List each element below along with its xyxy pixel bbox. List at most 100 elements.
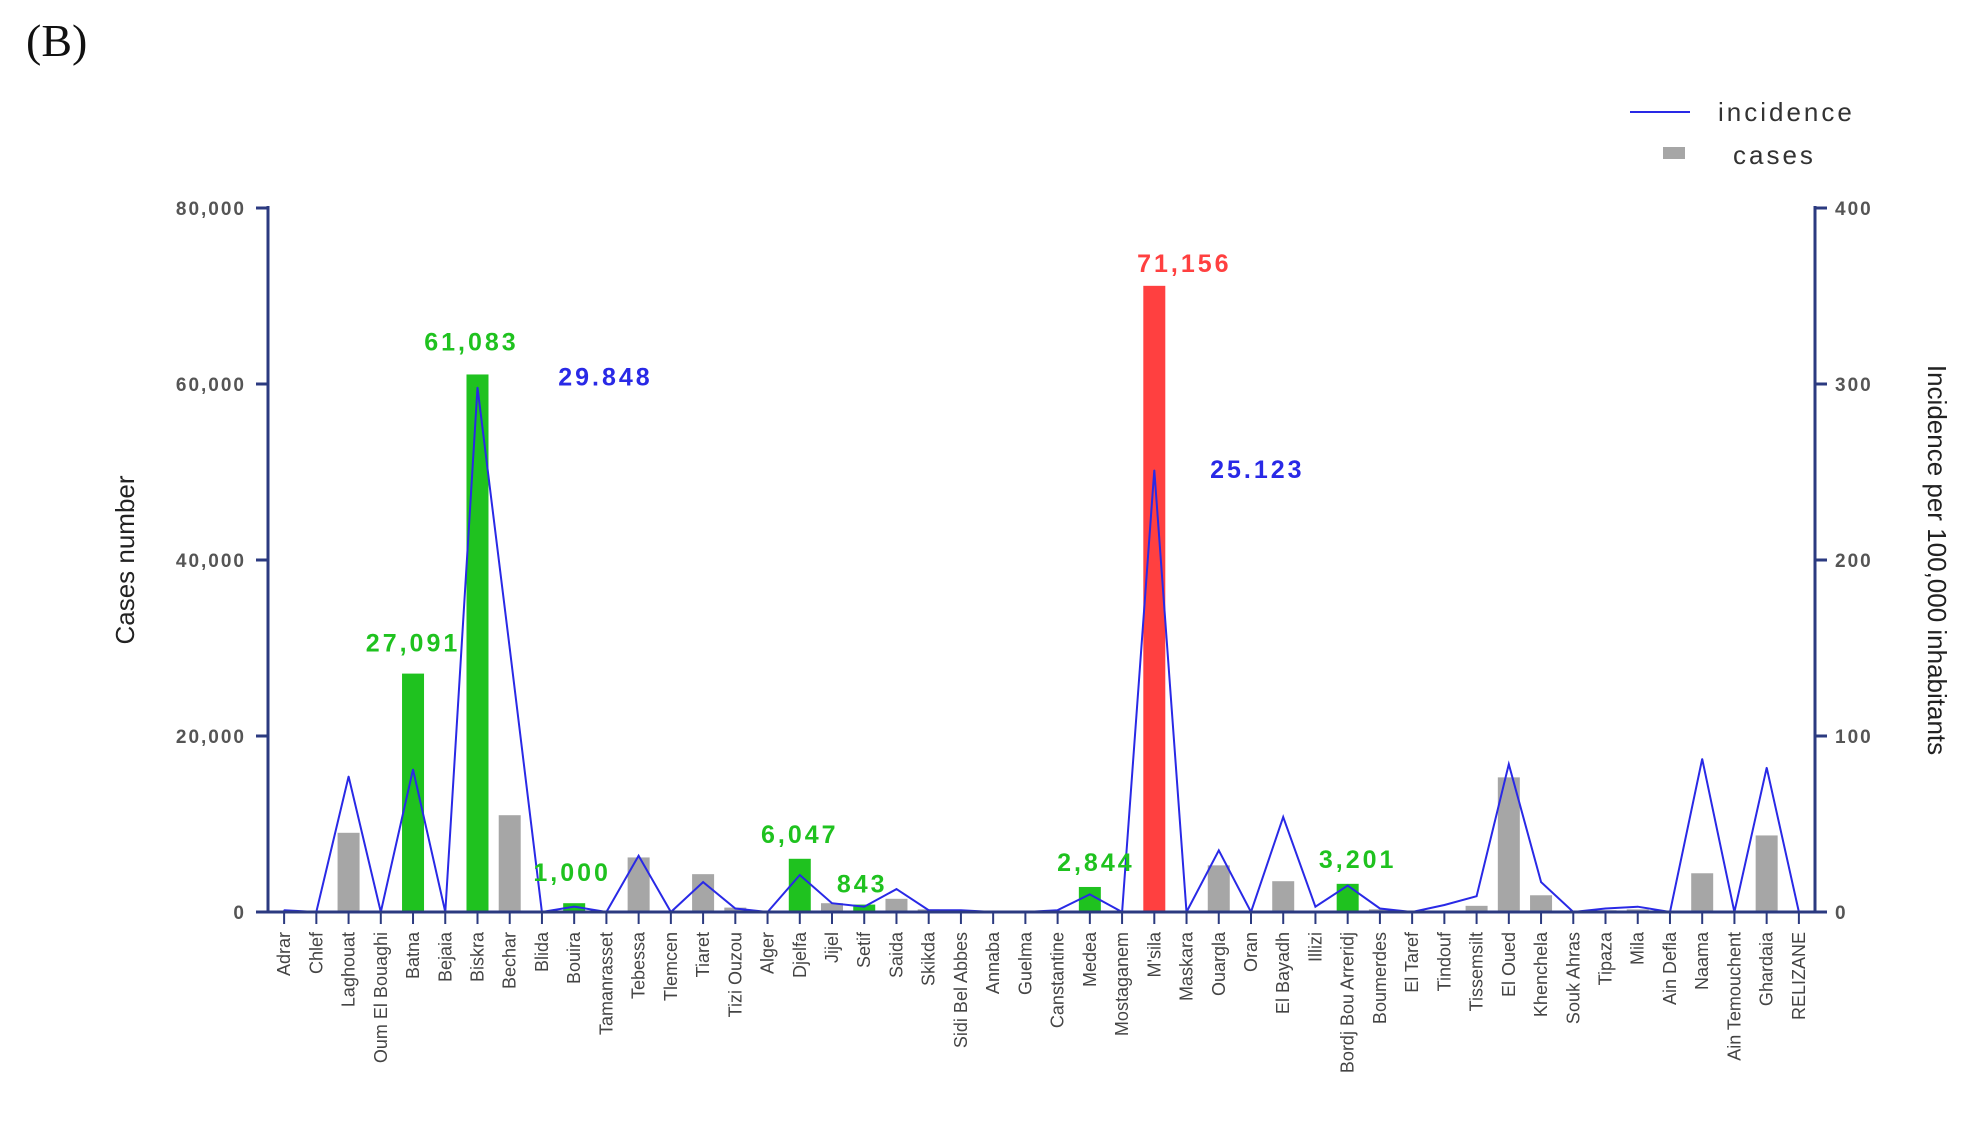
x-tick-label: Oran (1241, 932, 1261, 972)
data-label: 843 (837, 871, 888, 899)
x-tick-label: M'sila (1144, 931, 1164, 977)
bars-layer (337, 285, 1778, 912)
x-tick-label: El Oued (1499, 932, 1519, 997)
x-tick-label: Medea (1080, 931, 1100, 987)
bar-jijel (821, 903, 844, 912)
bar-ouargla (1207, 865, 1230, 912)
incidence-point (1282, 816, 1285, 818)
bar-bechar (498, 815, 521, 912)
x-tick-label: Tebessa (629, 931, 649, 999)
legend-label-cases: cases (1733, 140, 1816, 170)
bar-el-oued (1497, 777, 1520, 912)
x-tick-label: Tindouf (1434, 931, 1454, 991)
x-tick-label: Setif (854, 931, 874, 968)
x-tick-label: Bordj Bou Arreridj (1338, 932, 1358, 1073)
x-tick-label: Canstantine (1048, 932, 1068, 1028)
x-tick-label: Ain Defla (1660, 931, 1680, 1005)
x-tick-label: Bouira (564, 931, 584, 984)
incidence-point (412, 768, 414, 771)
incidence-point (1346, 884, 1349, 887)
x-tick-label: Biskra (467, 931, 487, 982)
incidence-point (1475, 895, 1478, 897)
bar-djelfa (788, 858, 811, 912)
incidence-point (573, 905, 575, 908)
labels-layer: 27,091 61,083 29.848 1,000 6,047 843 2,844 71,1… (366, 250, 1397, 899)
x-tick-label: Tizi Ouzou (725, 932, 745, 1017)
incidence-point (1701, 758, 1703, 760)
x-tick-label: Tlemcen (661, 932, 681, 1001)
x-tick-label: Annaba (983, 931, 1003, 994)
x-tick-label: Sidi Bel Abbes (951, 932, 971, 1048)
data-label: 3,201 (1319, 846, 1397, 874)
y-tick-label-left: 60,000 (176, 375, 246, 396)
data-label: 27,091 (366, 630, 460, 658)
data-label: 25.123 (1210, 456, 1304, 484)
data-label: 2,844 (1057, 849, 1135, 877)
x-tick-label: Ghardaia (1757, 931, 1777, 1006)
y-tick-label-right: 0 (1835, 903, 1848, 924)
bar-khenchela (1530, 895, 1553, 912)
bar-tiaret (692, 874, 715, 912)
bar-saida (885, 898, 908, 912)
incidence-point (1379, 907, 1381, 910)
incidence-point (1089, 893, 1091, 896)
incidence-point (1604, 907, 1607, 910)
x-tick-label: Bechar (500, 932, 520, 989)
incidence-point (734, 907, 737, 910)
incidence-point (508, 647, 511, 649)
incidence-point (1508, 763, 1510, 765)
incidence-point (1765, 766, 1768, 769)
bar-batna (402, 673, 425, 912)
x-tick-label: Bejaia (435, 931, 455, 982)
x-tick-label: Ain Temouchent (1724, 932, 1744, 1061)
incidence-point (1314, 905, 1317, 908)
x-tick-label: Ouargla (1209, 931, 1229, 996)
x-tick-label: Saida (886, 931, 906, 978)
y-tick-label-right: 100 (1835, 727, 1873, 748)
y-tick-label-left: 0 (233, 903, 246, 924)
x-tick-label: Naama (1692, 931, 1712, 990)
incidence-point (798, 874, 801, 876)
x-tick-label: Guelma (1015, 931, 1035, 995)
incidence-point (1153, 469, 1156, 472)
bar-el-bayadh (1272, 881, 1295, 912)
bar-tebessa (627, 857, 650, 912)
incidence-point (476, 386, 479, 389)
y-tick-label-right: 300 (1835, 375, 1873, 396)
bar-tizi-ouzou (724, 907, 747, 912)
incidence-point (831, 902, 833, 904)
x-tick-label: RELIZANE (1789, 932, 1809, 1020)
x-tick-label: Jijel (822, 932, 842, 963)
incidence-point (863, 905, 866, 908)
y-axis-title-right: Incidence per 100,000 inhabitants (1922, 365, 1952, 755)
data-label: 71,156 (1137, 250, 1231, 278)
x-tick-label: Khenchela (1531, 931, 1551, 1017)
y-tick-label-left: 20,000 (176, 727, 246, 748)
x-tick-label: Chlef (306, 931, 326, 974)
bar-biskra (466, 374, 489, 912)
y-tick-label-left: 80,000 (176, 199, 246, 220)
axes-layer: 0 20,000 40,000 60,000 80,000 0 100 200 300 400 Ad… (110, 199, 1952, 1073)
bar-setif (853, 904, 876, 912)
x-tick-label: Adrar (274, 932, 294, 976)
bar-medea (1078, 886, 1101, 912)
x-tick-label: Batna (403, 931, 423, 979)
x-tick-label: Tipaza (1596, 931, 1616, 985)
bar-tissemsilt (1465, 905, 1488, 912)
incidence-point (1443, 904, 1446, 906)
x-tick-label: Tissemsilt (1467, 932, 1487, 1011)
x-tick-label: Souk Ahras (1563, 932, 1583, 1024)
x-tick-label: Maskara (1177, 931, 1197, 1001)
y-tick-label-right: 400 (1835, 199, 1873, 220)
x-tick-label: Alger (758, 932, 778, 974)
data-label: 61,083 (424, 328, 518, 356)
incidence-point (637, 854, 640, 857)
x-tick-label: Blida (532, 931, 552, 972)
x-tick-label: Tiaret (693, 932, 713, 977)
panel-label: (B) (26, 15, 88, 66)
x-tick-label: Mostaganem (1112, 932, 1132, 1036)
y-axis-title-left: Cases number (110, 475, 140, 644)
bar-bordj-bou-arreridj (1336, 883, 1359, 912)
legend-bar-swatch (1663, 147, 1685, 159)
